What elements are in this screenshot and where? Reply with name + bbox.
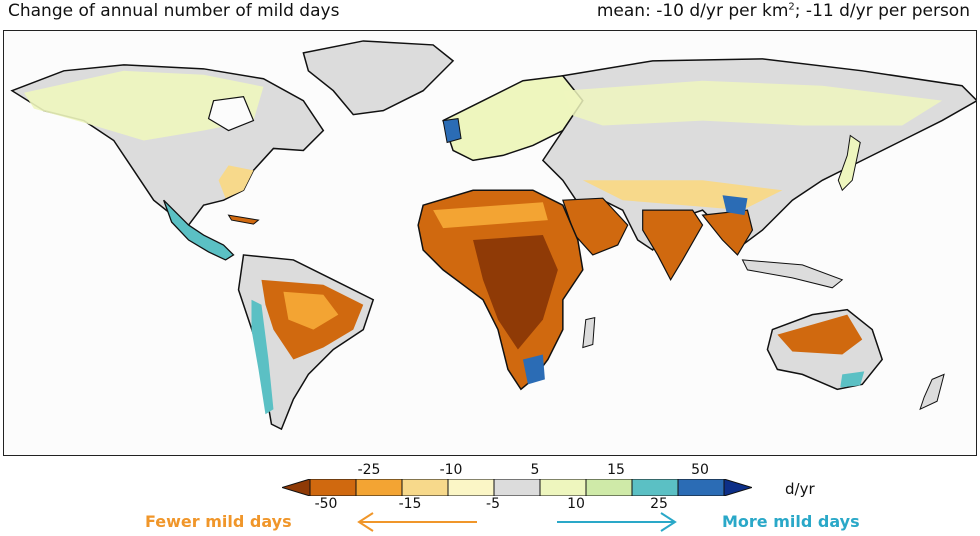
colorbar-svg bbox=[280, 478, 754, 497]
colorbar-bottom-label: -5 bbox=[486, 496, 500, 512]
mean-superscript: 2 bbox=[788, 1, 795, 13]
colorbar-segment bbox=[355, 478, 403, 497]
colorbar-top-label: 5 bbox=[530, 462, 540, 478]
british-isles bbox=[442, 118, 462, 144]
new-zealand-islands bbox=[919, 373, 945, 411]
more-arrow-icon bbox=[557, 512, 677, 532]
north-america-southeast bbox=[218, 165, 254, 199]
north-america-mild-band bbox=[23, 70, 264, 141]
sahara-light bbox=[433, 202, 548, 229]
colorbar-bottom-label: -50 bbox=[314, 496, 338, 512]
india-region bbox=[642, 209, 704, 282]
colorbar-segment bbox=[401, 478, 449, 497]
world-map-svg bbox=[10, 40, 976, 431]
colorbar bbox=[280, 478, 754, 497]
colorbar-segment bbox=[539, 478, 587, 497]
australia-south-coast bbox=[840, 371, 865, 388]
map-title: Change of annual number of mild days bbox=[8, 1, 340, 21]
indonesia-islands bbox=[741, 259, 844, 289]
colorbar-segment bbox=[447, 478, 495, 497]
southeast-asia-region bbox=[701, 209, 754, 256]
africa-interior bbox=[473, 235, 558, 350]
asia-mild-band bbox=[562, 80, 943, 126]
mean-summary: mean: -10 d/yr per km2; -11 d/yr per per… bbox=[597, 1, 970, 21]
greenland-region bbox=[302, 40, 455, 116]
colorbar-unit: d/yr bbox=[785, 480, 815, 498]
colorbar-bottom-label: -15 bbox=[398, 496, 422, 512]
south-africa-blue bbox=[522, 354, 545, 385]
colorbar-segment bbox=[631, 478, 679, 497]
mean-suffix: ; -11 d/yr per person bbox=[794, 1, 970, 21]
south-america-west-coast bbox=[251, 299, 274, 415]
colorbar-top-label: -10 bbox=[439, 462, 463, 478]
south-america-core bbox=[283, 291, 339, 330]
caribbean-islands bbox=[227, 214, 260, 225]
fewer-mild-days-label: Fewer mild days bbox=[145, 512, 292, 531]
japan-islands bbox=[837, 134, 861, 192]
colorbar-segments bbox=[309, 478, 725, 497]
hudson-bay bbox=[207, 96, 255, 132]
colorbar-top-label: -25 bbox=[357, 462, 381, 478]
fewer-arrow-icon bbox=[357, 512, 477, 532]
world-map bbox=[3, 30, 977, 456]
colorbar-segment bbox=[309, 478, 357, 497]
colorbar-left-arrow bbox=[280, 478, 311, 497]
colorbar-right-arrow bbox=[723, 478, 754, 497]
australia-north bbox=[777, 314, 863, 355]
colorbar-top-label: 50 bbox=[691, 462, 709, 478]
colorbar-bottom-label: 25 bbox=[650, 496, 668, 512]
colorbar-segment bbox=[585, 478, 633, 497]
colorbar-segment bbox=[493, 478, 541, 497]
mean-prefix: mean: -10 d/yr per km bbox=[596, 1, 789, 21]
colorbar-top-label: 15 bbox=[607, 462, 625, 478]
colorbar-segment bbox=[677, 478, 725, 497]
tibet-blue bbox=[722, 195, 748, 216]
madagascar bbox=[582, 317, 596, 349]
central-america-region bbox=[163, 199, 235, 261]
colorbar-bottom-label: 10 bbox=[567, 496, 585, 512]
more-mild-days-label: More mild days bbox=[722, 512, 860, 531]
